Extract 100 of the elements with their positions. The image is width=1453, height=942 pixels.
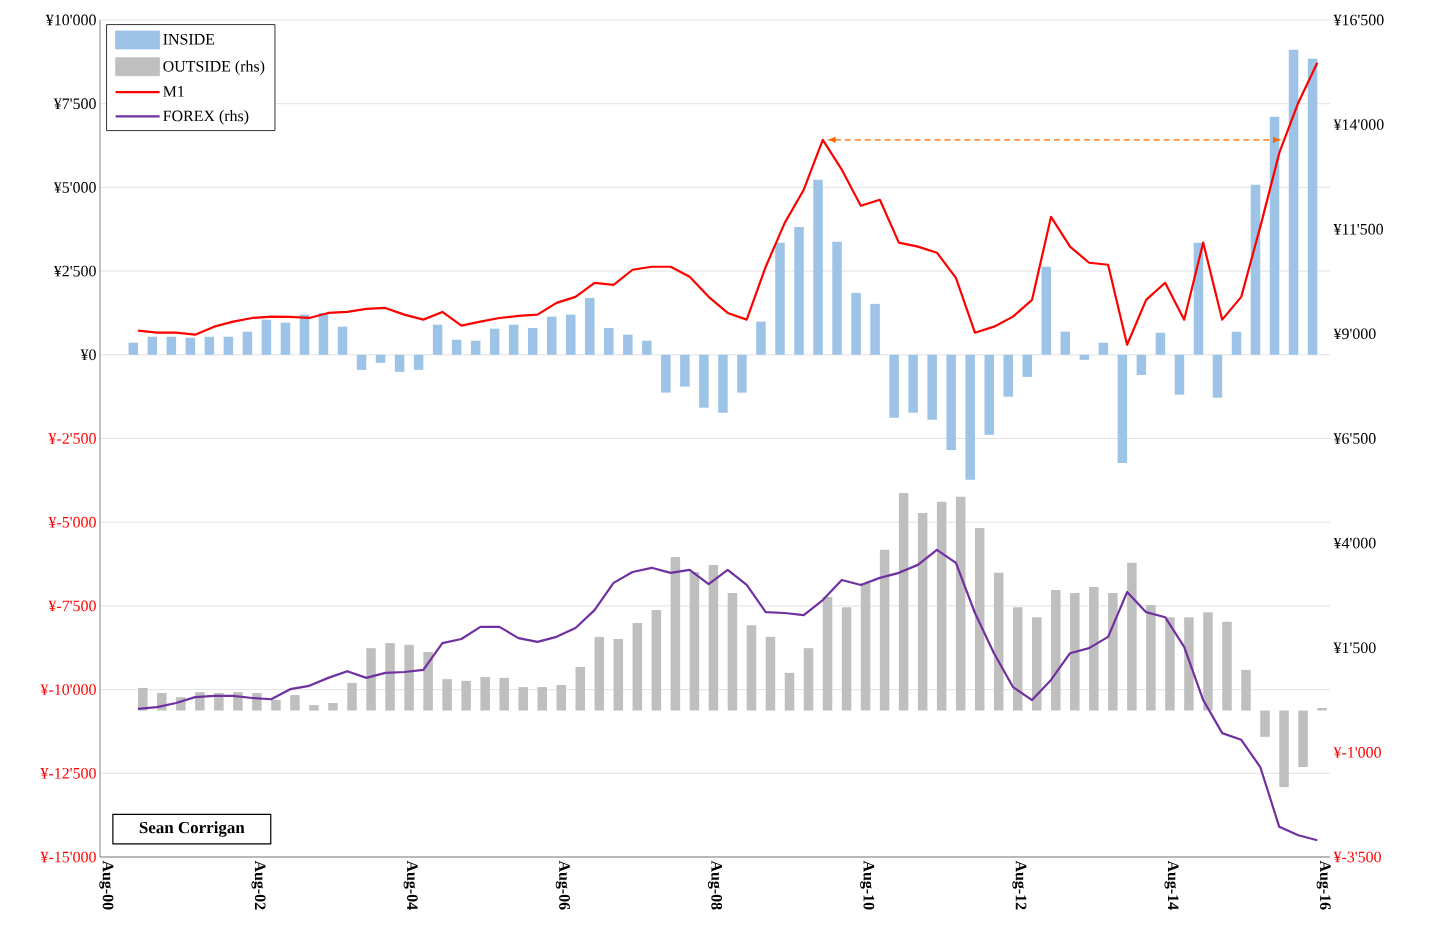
bar bbox=[204, 336, 215, 355]
bar bbox=[699, 354, 709, 408]
bar bbox=[356, 354, 367, 370]
bar bbox=[908, 354, 918, 413]
y-tick-label: ¥-15'000 bbox=[40, 851, 96, 863]
bar bbox=[708, 564, 719, 711]
bar bbox=[927, 354, 937, 420]
bar bbox=[242, 331, 253, 355]
y-tick-label: ¥10'000 bbox=[45, 14, 96, 26]
bar bbox=[1212, 354, 1223, 398]
bar bbox=[993, 572, 1004, 711]
bar bbox=[480, 677, 490, 711]
bar bbox=[737, 354, 747, 393]
bar bbox=[138, 687, 148, 711]
bar bbox=[1241, 669, 1251, 711]
x-tick-label: Aug-12 bbox=[1012, 860, 1027, 910]
bar bbox=[1108, 592, 1118, 711]
bar bbox=[803, 648, 814, 711]
y-tick-label: ¥-10'000 bbox=[40, 684, 96, 695]
bar bbox=[261, 319, 272, 355]
legend-label: FOREX (rhs) bbox=[163, 110, 249, 125]
y-tick-label: ¥-7'500 bbox=[48, 600, 96, 612]
bar bbox=[1051, 589, 1061, 711]
bar bbox=[470, 340, 481, 355]
bar bbox=[451, 339, 462, 355]
bar bbox=[651, 610, 662, 711]
bar bbox=[889, 354, 899, 418]
line-series bbox=[136, 61, 1319, 346]
legend-label: INSIDE bbox=[163, 33, 215, 45]
bar bbox=[385, 643, 395, 711]
bar bbox=[1298, 710, 1308, 768]
x-tick-label: Aug-10 bbox=[860, 860, 875, 910]
bar bbox=[718, 354, 728, 413]
annotation: Sean Corrigan bbox=[139, 821, 245, 837]
y2-tick-label: ¥1'500 bbox=[1333, 642, 1376, 654]
bar bbox=[1231, 331, 1242, 355]
bar bbox=[404, 644, 414, 711]
y2-tick-label: ¥16'500 bbox=[1333, 14, 1384, 26]
bar bbox=[1032, 617, 1042, 711]
bar bbox=[1022, 354, 1033, 377]
bar bbox=[613, 638, 624, 711]
bar bbox=[461, 680, 471, 711]
bar bbox=[965, 354, 975, 480]
bar bbox=[1146, 605, 1156, 711]
bar bbox=[413, 354, 424, 370]
bar bbox=[1060, 331, 1071, 355]
bar bbox=[984, 354, 994, 435]
bar bbox=[775, 242, 785, 355]
bar bbox=[746, 625, 757, 711]
bar bbox=[1155, 332, 1166, 355]
bar bbox=[1222, 621, 1232, 711]
x-tick-label: Aug-02 bbox=[251, 860, 266, 910]
bar bbox=[756, 321, 766, 355]
bar bbox=[946, 354, 956, 450]
bar bbox=[347, 682, 357, 711]
bar bbox=[822, 597, 833, 711]
bar bbox=[1165, 617, 1175, 711]
bar bbox=[1079, 354, 1090, 360]
bar bbox=[860, 582, 871, 711]
y2-tick-label: ¥4'000 bbox=[1333, 537, 1376, 549]
y-tick-label: ¥0 bbox=[80, 349, 96, 361]
bar bbox=[585, 297, 595, 355]
y2-tick-label: ¥9'000 bbox=[1333, 328, 1376, 340]
bar bbox=[1307, 58, 1318, 355]
bar bbox=[442, 679, 452, 711]
y2-tick-label: ¥14'000 bbox=[1333, 119, 1384, 130]
bar bbox=[670, 556, 681, 711]
bar bbox=[832, 241, 842, 355]
y-tick-label: ¥-12'500 bbox=[40, 767, 96, 779]
bar bbox=[1117, 354, 1128, 463]
bar bbox=[784, 672, 795, 711]
x-tick-label: Aug-16 bbox=[1316, 860, 1331, 910]
bar bbox=[280, 322, 291, 355]
bar bbox=[128, 342, 139, 355]
bar bbox=[337, 326, 348, 355]
y-tick-label: ¥-5'000 bbox=[48, 516, 96, 528]
bar bbox=[489, 328, 500, 355]
bar bbox=[1184, 617, 1194, 711]
bar bbox=[765, 636, 776, 711]
bar bbox=[518, 687, 528, 711]
y2-tick-label: ¥11'500 bbox=[1333, 223, 1384, 235]
bar bbox=[1174, 354, 1185, 395]
bar bbox=[527, 328, 538, 355]
bar bbox=[1203, 612, 1213, 711]
bar bbox=[632, 623, 643, 711]
y-tick-label: ¥7'500 bbox=[53, 98, 96, 110]
bar bbox=[955, 496, 966, 711]
bar bbox=[1041, 266, 1052, 355]
bar bbox=[537, 687, 547, 711]
bar bbox=[1012, 607, 1023, 711]
bar bbox=[594, 636, 605, 711]
x-tick-label: Aug-04 bbox=[403, 860, 418, 910]
bar bbox=[318, 312, 329, 355]
y-tick-label: ¥5'000 bbox=[53, 182, 96, 193]
bar bbox=[1089, 587, 1099, 711]
bar bbox=[1250, 184, 1261, 355]
bar bbox=[851, 292, 861, 355]
bar bbox=[841, 607, 852, 711]
bar bbox=[879, 549, 890, 711]
bar bbox=[1260, 710, 1270, 737]
